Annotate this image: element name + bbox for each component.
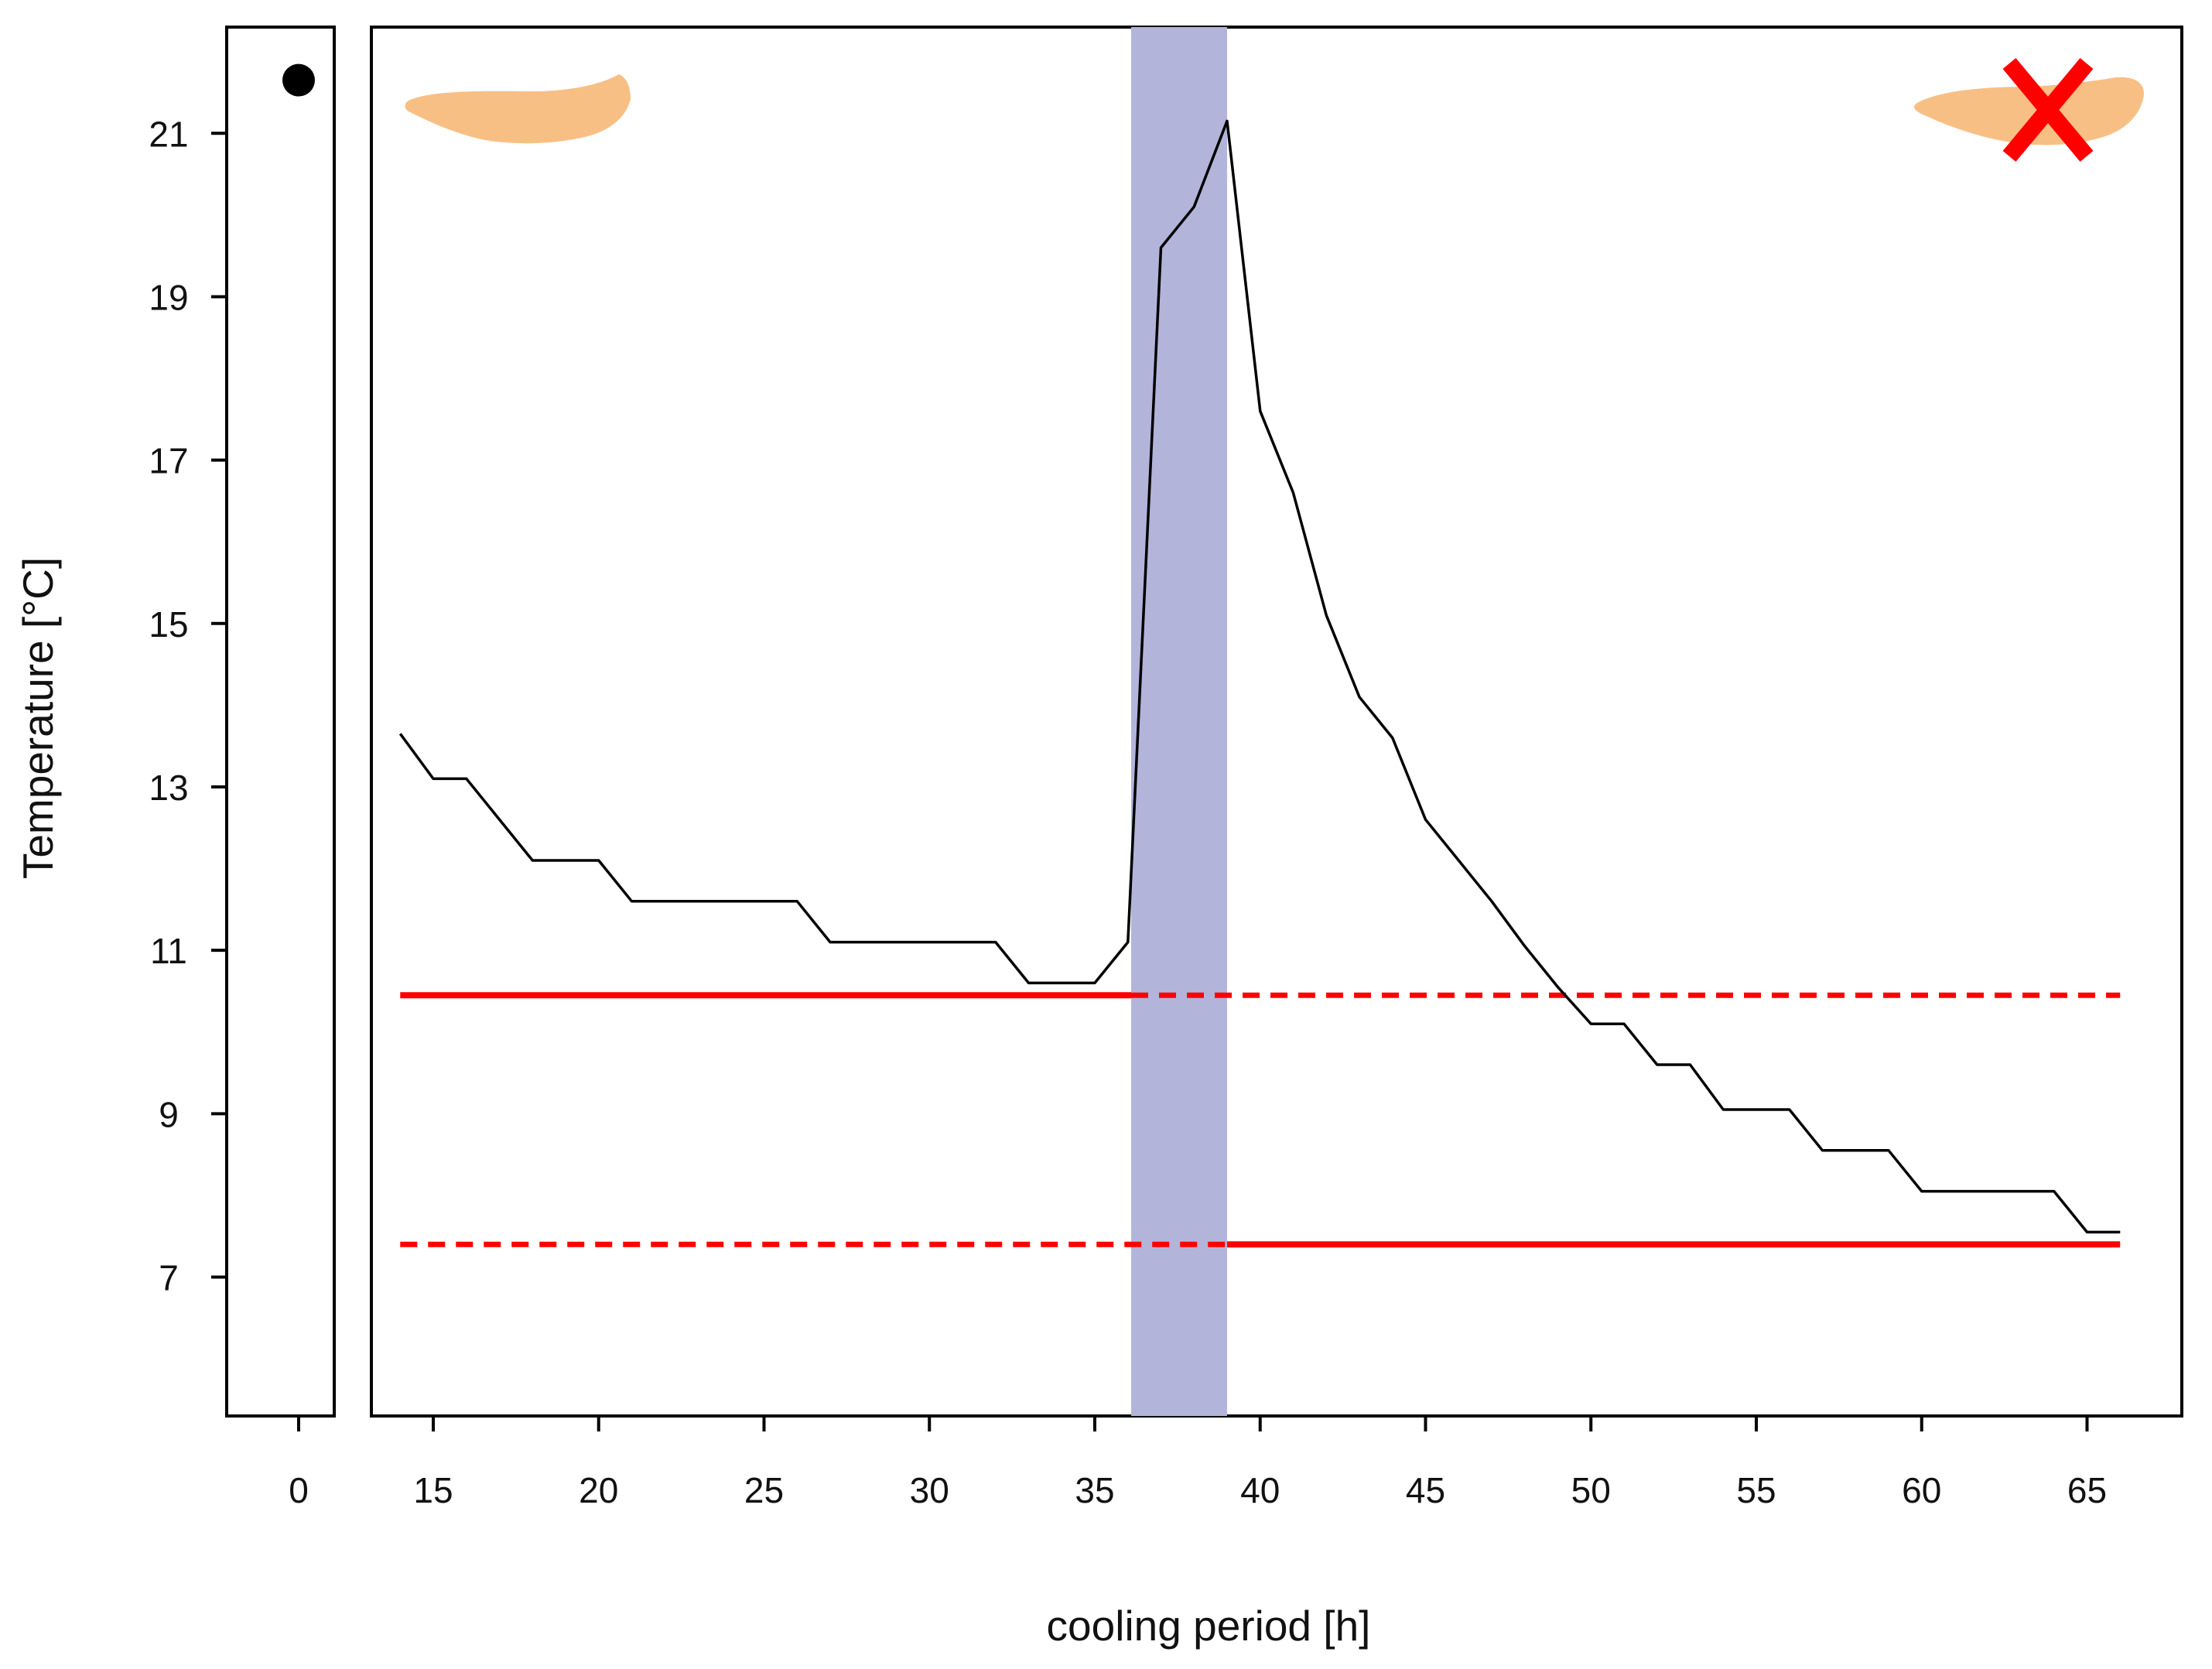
x-tick-label: 50 xyxy=(1571,1470,1611,1510)
panel-frames xyxy=(225,26,2183,1418)
larva-dead-body xyxy=(1914,77,2144,145)
x-tick-label: 35 xyxy=(1075,1470,1114,1510)
larva-alive-icon xyxy=(405,74,631,144)
x-tick-label: 0 xyxy=(289,1470,309,1510)
y-tick-label: 9 xyxy=(159,1094,179,1134)
x-tick-label: 15 xyxy=(413,1470,453,1510)
x-tick-label: 30 xyxy=(910,1470,949,1510)
red-cross-stroke-2 xyxy=(2002,57,2094,162)
threshold-layer xyxy=(400,992,2121,1248)
larva-alive-body xyxy=(405,74,631,144)
x-axis-label: cooling period [h] xyxy=(1047,1602,1371,1650)
main-panel-frame xyxy=(370,26,2183,1418)
y-tick-label: 13 xyxy=(149,768,188,808)
x-tick-label: 60 xyxy=(1902,1470,1941,1510)
x-tick-label: 40 xyxy=(1240,1470,1280,1510)
y-tick-label: 17 xyxy=(149,441,188,481)
left-panel-frame xyxy=(225,26,336,1418)
y-tick-label: 21 xyxy=(149,114,188,154)
initial-point-layer xyxy=(282,63,315,97)
shaded-band-layer xyxy=(1131,27,1227,1416)
initial-temperature-point xyxy=(282,63,315,97)
y-tick-label: 11 xyxy=(150,931,187,971)
larva-dead-icon xyxy=(1914,57,2144,162)
x-tick-label: 55 xyxy=(1736,1470,1776,1510)
y-tick-label: 15 xyxy=(149,604,188,645)
y-tick-label: 19 xyxy=(149,277,188,317)
temperature-series-line xyxy=(398,119,2121,1234)
y-tick-label: 7 xyxy=(159,1258,179,1298)
x-tick-label: 65 xyxy=(2067,1470,2107,1510)
x-tick-label: 20 xyxy=(579,1470,618,1510)
tick-layer: 7 9 11 13 15 17 19 21 0 15 20 25 30 35 40 45 50 55 60 65 xyxy=(149,114,2107,1510)
x-tick-label: 25 xyxy=(744,1470,784,1510)
shaded-band xyxy=(1131,27,1227,1416)
x-tick-label: 45 xyxy=(1406,1470,1445,1510)
y-axis-label: Temperature [°C] xyxy=(14,557,62,879)
red-cross-icon xyxy=(2002,57,2094,162)
series-layer xyxy=(398,119,2121,1234)
